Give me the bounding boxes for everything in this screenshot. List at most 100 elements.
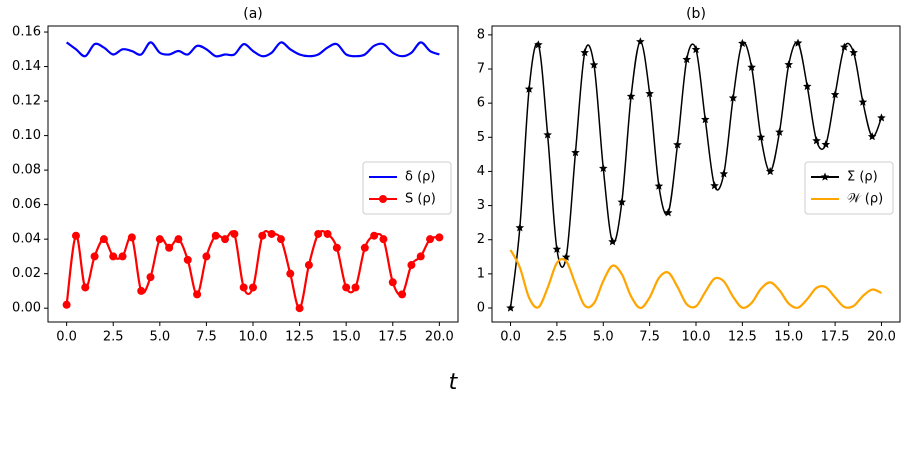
marker xyxy=(258,231,267,240)
legend-box xyxy=(804,161,894,215)
plot-frame xyxy=(491,25,901,323)
marker xyxy=(580,48,590,57)
marker xyxy=(719,169,729,178)
marker xyxy=(202,252,211,261)
marker xyxy=(183,255,192,264)
marker xyxy=(165,243,174,252)
y-tick-label: 0.16 xyxy=(12,25,41,40)
marker xyxy=(598,163,608,173)
y-tick-label: 6 xyxy=(477,96,485,111)
x-tick-label: 2.5 xyxy=(103,330,124,345)
legend-label: Σ (ρ) xyxy=(847,170,878,185)
marker xyxy=(710,181,719,190)
marker xyxy=(589,60,599,69)
x-tick-label: 0.0 xyxy=(500,330,521,345)
marker xyxy=(673,140,682,149)
x-tick-label: 5.0 xyxy=(149,330,170,345)
marker xyxy=(221,235,230,244)
marker xyxy=(155,235,164,244)
marker xyxy=(840,42,849,51)
legend-label: 𝒲 (ρ) xyxy=(847,192,883,207)
y-tick-label: 7 xyxy=(477,62,485,77)
marker xyxy=(127,233,136,242)
marker xyxy=(388,278,397,287)
marker xyxy=(416,252,425,261)
legend-label: S (ρ) xyxy=(405,192,436,207)
marker xyxy=(654,181,664,190)
marker xyxy=(81,283,90,292)
y-tick-label: 8 xyxy=(477,27,485,42)
marker xyxy=(276,235,285,244)
marker xyxy=(738,38,747,48)
marker xyxy=(99,235,108,244)
marker xyxy=(295,304,304,313)
data-line xyxy=(65,41,440,58)
marker xyxy=(849,48,858,57)
x-tick-label: 12.5 xyxy=(728,330,757,345)
marker xyxy=(267,229,276,238)
marker xyxy=(323,229,332,238)
marker xyxy=(700,115,710,124)
y-tick-label: 0.04 xyxy=(12,232,41,247)
marker xyxy=(146,273,155,282)
marker xyxy=(812,136,821,145)
x-tick-label: 5.0 xyxy=(593,330,614,345)
y-tick-label: 2 xyxy=(477,232,485,247)
marker xyxy=(137,286,146,295)
marker xyxy=(543,130,552,139)
x-tick-label: 12.5 xyxy=(285,330,314,345)
marker xyxy=(360,243,369,252)
x-axis-label: t xyxy=(449,370,459,395)
marker xyxy=(765,166,775,176)
marker xyxy=(398,290,407,299)
y-tick-label: 0.14 xyxy=(12,59,41,74)
x-tick-label: 10.0 xyxy=(682,330,711,345)
marker xyxy=(90,252,99,261)
marker xyxy=(867,132,877,141)
x-tick-label: 10.0 xyxy=(239,330,268,345)
marker xyxy=(682,54,692,64)
marker xyxy=(636,37,645,46)
marker xyxy=(663,208,673,217)
marker xyxy=(239,283,248,292)
marker xyxy=(820,172,830,181)
marker xyxy=(691,45,701,54)
y-tick-label: 0.08 xyxy=(12,163,41,178)
y-tick-label: 0 xyxy=(477,301,485,316)
marker xyxy=(552,244,562,253)
x-tick-label: 7.5 xyxy=(196,330,217,345)
marker xyxy=(506,303,515,312)
data-line xyxy=(509,249,882,310)
y-tick-label: 0.00 xyxy=(12,301,41,316)
marker xyxy=(571,148,580,157)
marker xyxy=(534,40,543,49)
marker xyxy=(118,252,127,261)
y-tick-label: 3 xyxy=(477,198,485,213)
y-tick-label: 4 xyxy=(477,164,485,179)
marker xyxy=(286,269,295,278)
x-tick-label: 7.5 xyxy=(639,330,660,345)
marker xyxy=(249,283,257,292)
marker xyxy=(370,231,379,240)
x-tick-label: 20.0 xyxy=(867,330,896,345)
data-line xyxy=(509,40,883,309)
marker xyxy=(342,283,351,292)
marker xyxy=(821,139,831,149)
marker xyxy=(407,261,416,270)
marker xyxy=(877,113,886,122)
chart-title: (b) xyxy=(686,6,706,22)
marker xyxy=(351,283,360,292)
x-tick-label: 15.0 xyxy=(332,330,361,345)
y-tick-label: 0.02 xyxy=(12,266,41,281)
marker xyxy=(515,223,525,232)
marker xyxy=(747,62,756,71)
x-tick-label: 2.5 xyxy=(547,330,568,345)
x-tick-label: 15.0 xyxy=(774,330,803,345)
y-tick-label: 0.12 xyxy=(12,94,41,109)
chart-title: (a) xyxy=(243,6,263,22)
x-tick-label: 17.5 xyxy=(821,330,850,345)
marker xyxy=(71,231,80,240)
marker xyxy=(230,229,239,238)
